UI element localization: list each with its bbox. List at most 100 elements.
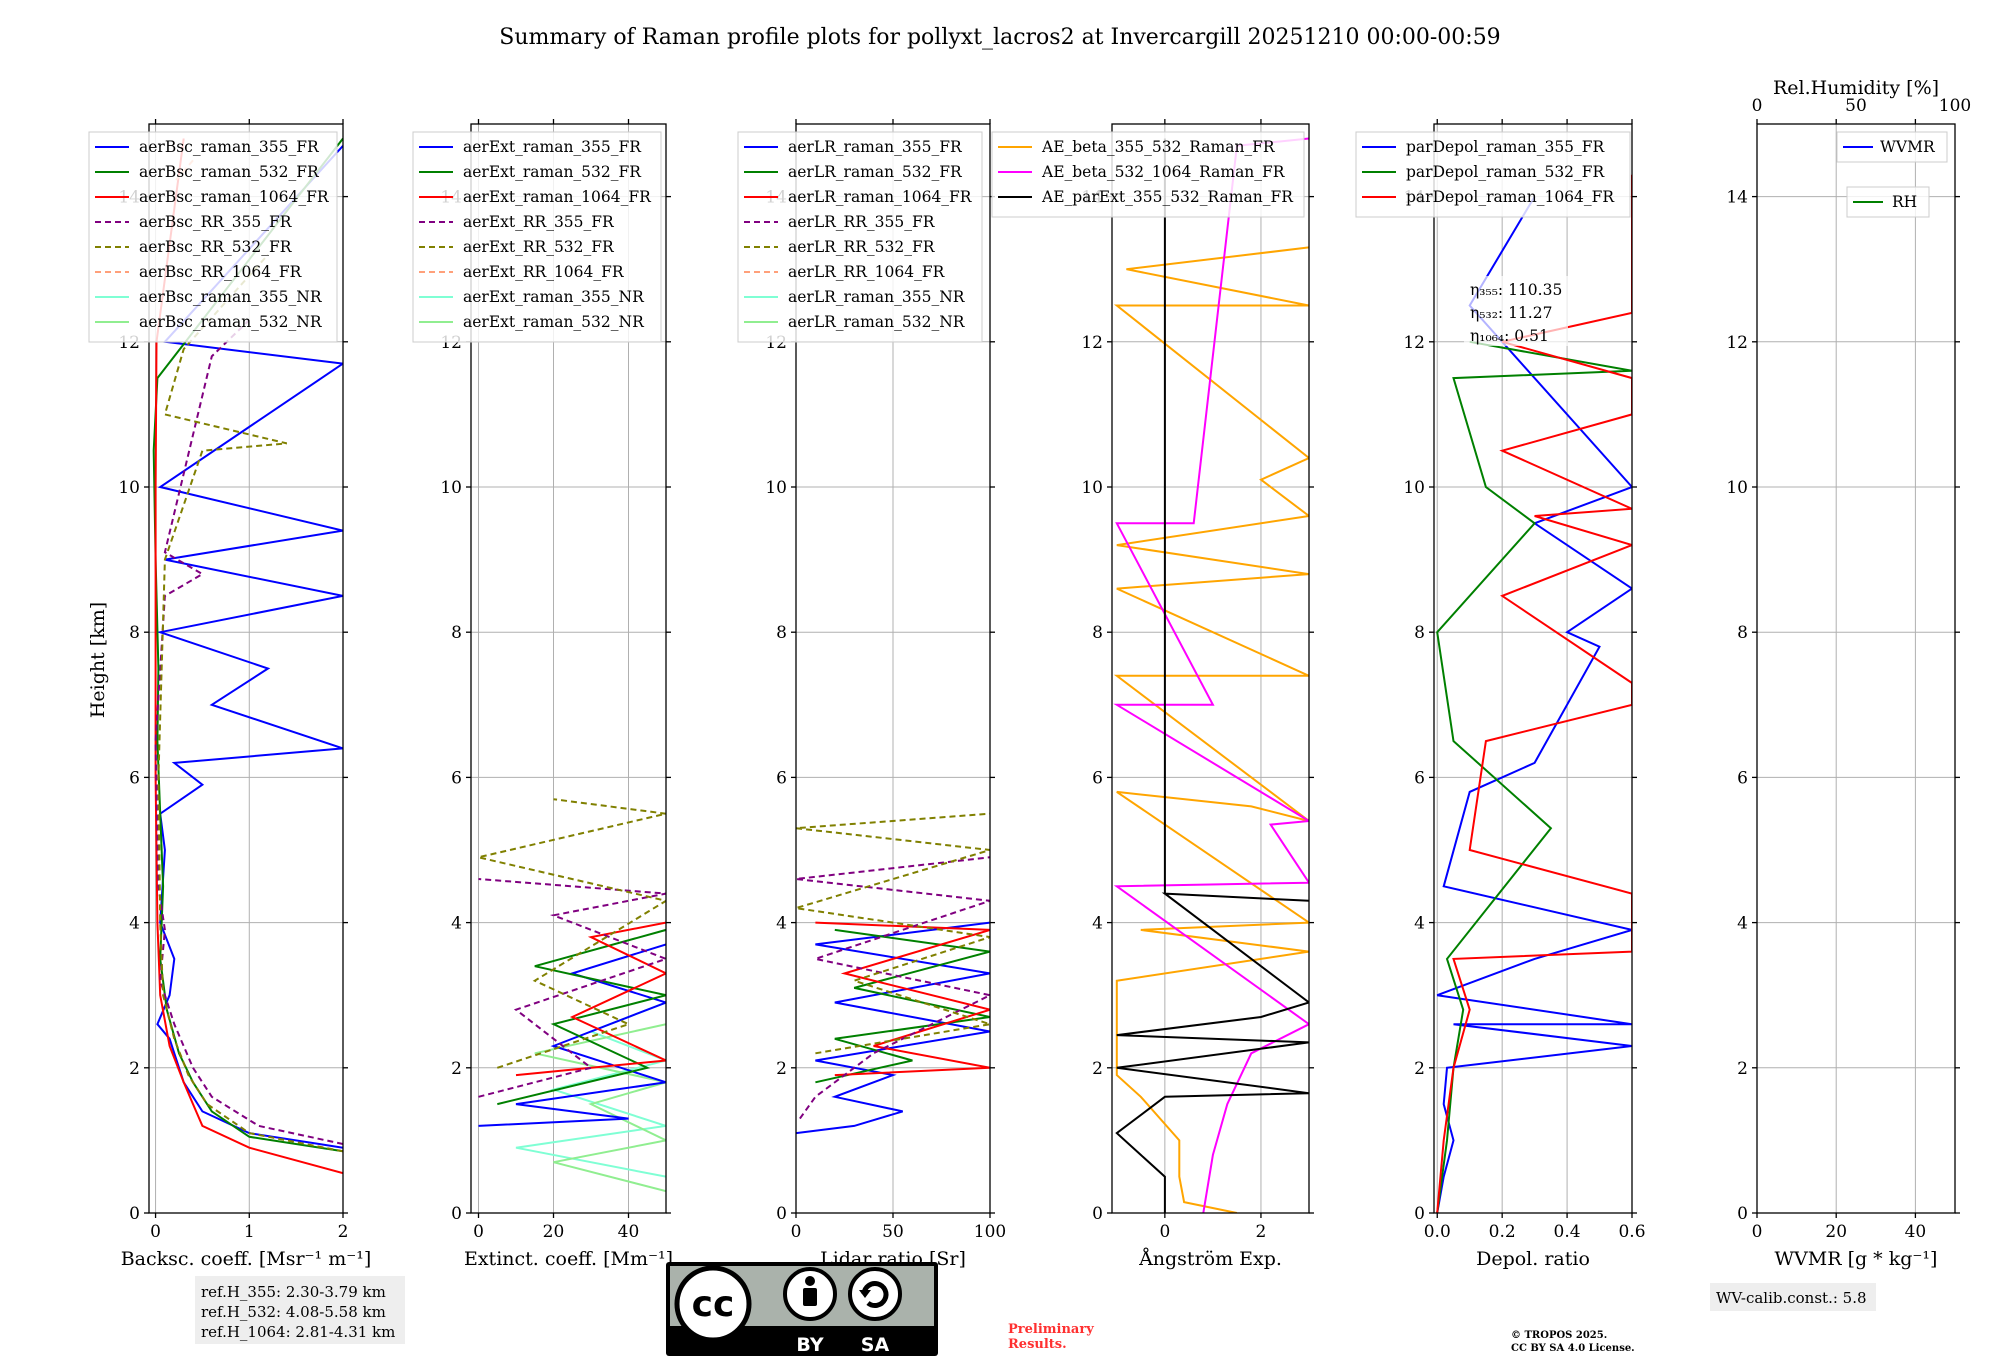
x-tick-label-ext: 40 [618, 1222, 640, 1242]
sa-label: SA [861, 1334, 890, 1356]
panel-ext: 0246810121402040Extinct. coeff. [Mm⁻¹]ae… [412, 119, 673, 1270]
legend-label-aerBsc_RR_1064_FR: aerBsc_RR_1064_FR [139, 263, 303, 281]
legend-label-parDepol_raman_532_FR: parDepol_raman_532_FR [1406, 163, 1606, 181]
series-line-aerBsc_RR_532_FR [157, 254, 343, 1153]
legend-bsc: aerBsc_raman_355_FR aerBsc_raman_532_FRae… [88, 131, 338, 343]
y-axis-label: Height [km] [87, 602, 109, 718]
legend-label-aerExt_raman_532_FR: aerExt_raman_532_FR [463, 163, 642, 181]
y-tick-label-bsc: 0 [129, 1204, 140, 1224]
legend-box-ae [991, 131, 1305, 218]
legend-label-rh: RH [1892, 193, 1917, 211]
series-line-aerBsc_raman_1064_FR [154, 138, 343, 1175]
legend-label-aerExt_raman_532_NR: aerExt_raman_532_NR [463, 313, 645, 331]
eta-annotation-2: η₁₀₆₄: 0.51 [1470, 327, 1549, 345]
y-tick-label-wv: 14 [1726, 188, 1748, 208]
series-line-aerExt_raman_532_NR [534, 1023, 666, 1193]
series-line-AE_beta_355_532_Raman_FR [1113, 246, 1309, 1213]
legend-label-aerLR_raman_355_NR: aerLR_raman_355_NR [788, 288, 966, 306]
x-tick-label-ae: 2 [1256, 1222, 1267, 1242]
panel-lr: 02468101214050100Lidar ratio [Sr]aerLR_r… [737, 119, 1006, 1270]
series-line-parDepol_raman_1064_FR [1436, 174, 1632, 1213]
x-tick-label-bsc: 1 [244, 1222, 255, 1242]
x-tick-label-depol: 0.4 [1554, 1222, 1581, 1242]
wv-calib-box [1710, 1283, 1876, 1311]
copyright-line2: CC BY SA 4.0 License. [1511, 1343, 1635, 1354]
x-tick-label-ext: 20 [543, 1222, 565, 1242]
legend-label-parDepol_raman_355_FR: parDepol_raman_355_FR [1406, 138, 1606, 156]
y-tick-label-bsc: 10 [118, 478, 140, 498]
y-tick-label-wv: 4 [1737, 914, 1748, 934]
legend-depol: parDepol_raman_355_FR parDepol_raman_532_… [1355, 131, 1631, 218]
series-group-ext [478, 798, 666, 1193]
y-tick-label-wv: 12 [1726, 333, 1748, 353]
panel-ae: 0246810121402Ångström Exp.AE_beta_355_53… [991, 119, 1314, 1270]
sa-share-icon [848, 1267, 902, 1321]
legend-label-aerExt_RR_532_FR: aerExt_RR_532_FR [463, 238, 615, 256]
legend-label-aerLR_raman_532_NR: aerLR_raman_532_NR [788, 313, 966, 331]
y-tick-label-wv: 6 [1737, 768, 1748, 788]
axes-frame-depol [1433, 123, 1633, 1214]
y-tick-label-lr: 8 [776, 623, 787, 643]
legend-label-aerLR_RR_1064_FR: aerLR_RR_1064_FR [788, 263, 946, 281]
series-group-depol [1436, 174, 1632, 1213]
legend-label-aerBsc_raman_1064_FR: aerBsc_raman_1064_FR [139, 188, 330, 206]
x-tick-label-bsc: 2 [338, 1222, 349, 1242]
series-line-aerExt_raman_355_FR [478, 943, 666, 1127]
legend-label-AE_beta_532_1064_Raman_FR: AE_beta_532_1064_Raman_FR [1041, 163, 1286, 181]
x-axis-label-depol: Depol. ratio [1476, 1248, 1590, 1270]
axes-frame-ae [1111, 123, 1310, 1214]
y-tick-label-ext: 8 [451, 623, 462, 643]
y-tick-label-bsc: 8 [129, 623, 140, 643]
legend-label-parDepol_raman_1064_FR: parDepol_raman_1064_FR [1406, 188, 1615, 206]
panel-wv: 0 2 4 6 8 10 12 14 0 20 40 WVMR [g * kg⁻¹] Rel.Humid… [1726, 77, 1971, 1270]
y-tick-label-ae: 10 [1081, 478, 1103, 498]
y-tick-label-ae: 2 [1092, 1059, 1103, 1079]
legend-label-aerBsc_raman_532_FR: aerBsc_raman_532_FR [139, 163, 320, 181]
x-tick-label-lr: 0 [791, 1222, 802, 1242]
legend-label-aerExt_raman_355_FR: aerExt_raman_355_FR [463, 138, 642, 156]
series-line-aerBsc_RR_355_FR [154, 319, 343, 1145]
x-tick-label-ae: 0 [1159, 1222, 1170, 1242]
y-tick-label-lr: 2 [776, 1059, 787, 1079]
rh-tick-label: 100 [1939, 96, 1971, 116]
legend-box-lr [737, 131, 983, 343]
y-tick-label-ae: 6 [1092, 768, 1103, 788]
y-tick-label-ext: 6 [451, 768, 462, 788]
legend-label-aerExt_RR_1064_FR: aerExt_RR_1064_FR [463, 263, 625, 281]
ref-h-1064: ref.H_1064: 2.81-4.31 km [201, 1323, 395, 1341]
preliminary-line2: Results. [1008, 1337, 1067, 1352]
series-line-aerLR_RR_532_FR [796, 812, 990, 1055]
x-tick-label-bsc: 0 [150, 1222, 161, 1242]
series-line-parDepol_raman_355_FR [1436, 196, 1632, 1213]
legend-label-aerExt_raman_1064_FR: aerExt_raman_1064_FR [463, 188, 652, 206]
x-axis-label-wv: WVMR [g * kg⁻¹] [1775, 1248, 1938, 1270]
y-tick-label-bsc: 6 [129, 768, 140, 788]
eta-box [1464, 276, 1568, 346]
y-tick-label-ext: 4 [451, 914, 462, 934]
ref-h-355: ref.H_355: 2.30-3.79 km [201, 1283, 386, 1301]
legend-label-aerBsc_RR_532_FR: aerBsc_RR_532_FR [139, 238, 293, 256]
y-tick-label-ae: 4 [1092, 914, 1103, 934]
legend-label-aerBsc_raman_355_FR: aerBsc_raman_355_FR [139, 138, 320, 156]
series-line-aerLR_RR_355_FR [796, 856, 990, 1120]
legend-label-aerLR_RR_532_FR: aerLR_RR_532_FR [788, 238, 936, 256]
x-axis-label-ae: Ångström Exp. [1138, 1248, 1282, 1270]
rh-axis-label: Rel.Humidity [%] [1773, 77, 1939, 99]
y-tick-label-bsc: 2 [129, 1059, 140, 1079]
x-tick-label-lr: 50 [882, 1222, 904, 1242]
series-group-lr [796, 812, 990, 1135]
y-tick-label-ext: 0 [451, 1204, 462, 1224]
eta-annotation-1: η₅₃₂: 11.27 [1470, 304, 1552, 322]
y-tick-label-wv: 10 [1726, 478, 1748, 498]
legend-label-aerBsc_raman_532_NR: aerBsc_raman_532_NR [139, 313, 323, 331]
series-line-aerBsc_raman_532_FR [152, 137, 343, 1153]
cc-logo-text: cc [692, 1284, 735, 1325]
series-line-AE_beta_532_1064_Raman_FR [1113, 137, 1309, 1213]
by-label: BY [796, 1334, 823, 1356]
legend-ext: aerExt_raman_355_FR aerExt_raman_532_FRae… [412, 131, 662, 343]
x-axis-label-bsc: Backsc. coeff. [Msr⁻¹ m⁻¹] [121, 1248, 372, 1270]
series-line-aerLR_raman_355_FR [796, 921, 990, 1135]
eta-annotation-0: η₃₅₅: 110.35 [1470, 281, 1562, 299]
axes-frame-wv [1756, 123, 1956, 1214]
